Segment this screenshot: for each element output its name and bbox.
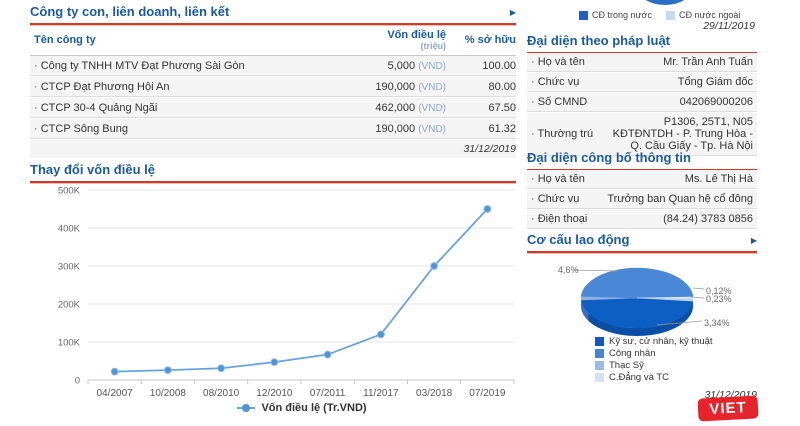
legend-swatch-icon	[595, 348, 604, 358]
svg-text:100K: 100K	[58, 338, 81, 349]
chevron-right-icon[interactable]: ▶	[509, 8, 516, 17]
capital-chart-header: Thay đổi vốn điều lệ	[30, 162, 516, 183]
left-column: Công ty con, liên doanh, liên kết ▶ Tên …	[30, 0, 516, 426]
ownership-date: 29/11/2019	[703, 20, 755, 32]
table-row: CTCP Sông Bung 190,000 (VND) 61.32	[30, 119, 516, 139]
labor-header: Cơ cấu lao động ▶	[527, 232, 757, 253]
chevron-right-icon[interactable]: ▶	[750, 236, 757, 245]
ownership-legend: CĐ trong nước CĐ nước ngoài	[579, 10, 740, 20]
company-ownership: 100.00	[482, 59, 516, 72]
pie-legend-item: Thạc Sỹ	[595, 360, 713, 371]
company-capital: 190,000 (VND)	[375, 80, 446, 93]
table-header: Tên công ty Vốn điều lệ (triệu) % sở hữu	[30, 26, 516, 56]
table-row: Công ty TNHH MTV Đạt Phương Sài Gòn 5,00…	[30, 56, 516, 76]
company-capital: 5,000 (VND)	[387, 59, 446, 72]
list-item: Họ và tên Ms. Lê Thị Hà	[527, 170, 757, 189]
line-series-marker-icon	[237, 404, 256, 412]
pie-legend-item: C.Đẳng và TC	[595, 372, 713, 383]
company-capital: 462,000 (VND)	[375, 101, 446, 114]
svg-text:0: 0	[75, 376, 80, 387]
domestic-swatch-icon	[579, 10, 588, 20]
company-capital: 190,000 (VND)	[375, 122, 446, 135]
table-footer: 31/12/2019	[30, 140, 516, 158]
ownership-legend-domestic: CĐ trong nước	[579, 10, 652, 20]
subsidiaries-title[interactable]: Công ty con, liên doanh, liên kết	[30, 4, 230, 19]
list-item: Thường trú P1306, 25T1, N05 KĐTĐNTDH - P…	[527, 113, 757, 156]
legend-swatch-icon	[595, 360, 604, 370]
svg-text:04/2007: 04/2007	[97, 388, 134, 399]
disclosure-rep-rows: Họ và tên Ms. Lê Thị Hà Chức vụ Trưởng b…	[527, 170, 757, 230]
right-column: CĐ trong nước CĐ nước ngoài 29/11/2019 Đ…	[527, 0, 759, 426]
list-item: Họ và tên Mr. Trần Anh Tuấn	[527, 53, 757, 72]
pie-callout: 0,23%	[706, 294, 732, 304]
svg-text:500K: 500K	[58, 186, 81, 197]
svg-text:11/2017: 11/2017	[363, 388, 399, 399]
col-header-name: Tên công ty	[34, 34, 96, 46]
svg-text:12/2010: 12/2010	[256, 388, 293, 399]
legend-swatch-icon	[595, 372, 604, 382]
table-row: CTCP Đạt Phương Hội An 190,000 (VND) 80.…	[30, 77, 516, 97]
svg-text:300K: 300K	[58, 262, 81, 273]
capital-chart-title: Thay đổi vốn điều lệ	[30, 162, 155, 177]
capital-line-chart: 0 100K 200K 300K 400K 500K 04/2007 10/2008 08/20…	[58, 186, 515, 399]
svg-text:07/2019: 07/2019	[469, 388, 506, 399]
list-item: Số CMND 042069000206	[527, 93, 757, 112]
company-name: CTCP Sông Bung	[30, 123, 296, 135]
list-item: Chức vụ Tổng Giám đốc	[527, 73, 757, 92]
company-ownership: 61.32	[488, 122, 516, 135]
legal-rep-rows: Họ và tên Mr. Trần Anh Tuấn Chức vụ Tổng…	[527, 53, 757, 157]
svg-text:08/2010: 08/2010	[203, 388, 240, 399]
pie-legend: Kỹ sư, cử nhân, kỹ thuật Công nhân Thạc …	[595, 336, 713, 384]
line-legend-label: Vốn điều lệ (Tr.VND)	[261, 402, 367, 414]
viet-watermark-badge: VIET	[697, 395, 759, 422]
ownership-legend-foreign: CĐ nước ngoài	[665, 10, 740, 20]
svg-text:07/2011: 07/2011	[310, 388, 346, 399]
disclosure-rep-title: Đại diện công bố thông tin	[527, 150, 691, 165]
legend-swatch-icon	[595, 336, 604, 346]
labor-pie-chart: 4,6% 0,12% 0,23% 3,34% Kỹ sư, cử nhân, k…	[527, 0, 759, 426]
legal-rep-title: Đại diện theo pháp luật	[527, 33, 671, 48]
labor-title[interactable]: Cơ cấu lao động	[527, 232, 630, 247]
table-row: CTCP 30-4 Quảng Ngãi 462,000 (VND) 67.50	[30, 98, 516, 118]
list-item: Điện thoại (84.24) 3783 0856	[527, 210, 757, 229]
svg-text:03/2018: 03/2018	[416, 388, 453, 399]
col-header-capital: Vốn điều lệ (triệu)	[387, 29, 446, 51]
svg-text:10/2008: 10/2008	[150, 388, 187, 399]
pie-legend-item: Kỹ sư, cử nhân, kỹ thuật	[595, 336, 713, 347]
col-header-ownership: % sở hữu	[464, 34, 516, 46]
pie-callout: 0,12%	[706, 286, 732, 296]
pie-callout: 4,6%	[558, 265, 579, 275]
pie-callout: 3,34%	[704, 318, 730, 328]
as-of-date: 31/12/2019	[463, 143, 516, 155]
company-ownership: 67.50	[488, 101, 516, 114]
pie-svg	[573, 267, 705, 336]
line-chart-legend: Vốn điều lệ (Tr.VND)	[88, 402, 516, 414]
subsidiaries-table: Tên công ty Vốn điều lệ (triệu) % sở hữu…	[30, 26, 516, 158]
svg-text:200K: 200K	[58, 300, 81, 311]
company-name: CTCP 30-4 Quảng Ngãi	[30, 102, 296, 114]
subsidiaries-header: Công ty con, liên doanh, liên kết ▶	[30, 4, 516, 25]
company-name: Công ty TNHH MTV Đạt Phương Sài Gòn	[30, 60, 296, 72]
svg-text:400K: 400K	[58, 224, 81, 235]
company-name: CTCP Đạt Phương Hội An	[30, 81, 296, 93]
company-ownership: 80.00	[488, 80, 516, 93]
pie-legend-item: Công nhân	[595, 348, 713, 359]
list-item: Chức vụ Trưởng ban Quan hệ cổ đông	[527, 190, 757, 209]
foreign-swatch-icon	[665, 10, 675, 20]
cropped-pie-chart	[637, 0, 693, 5]
